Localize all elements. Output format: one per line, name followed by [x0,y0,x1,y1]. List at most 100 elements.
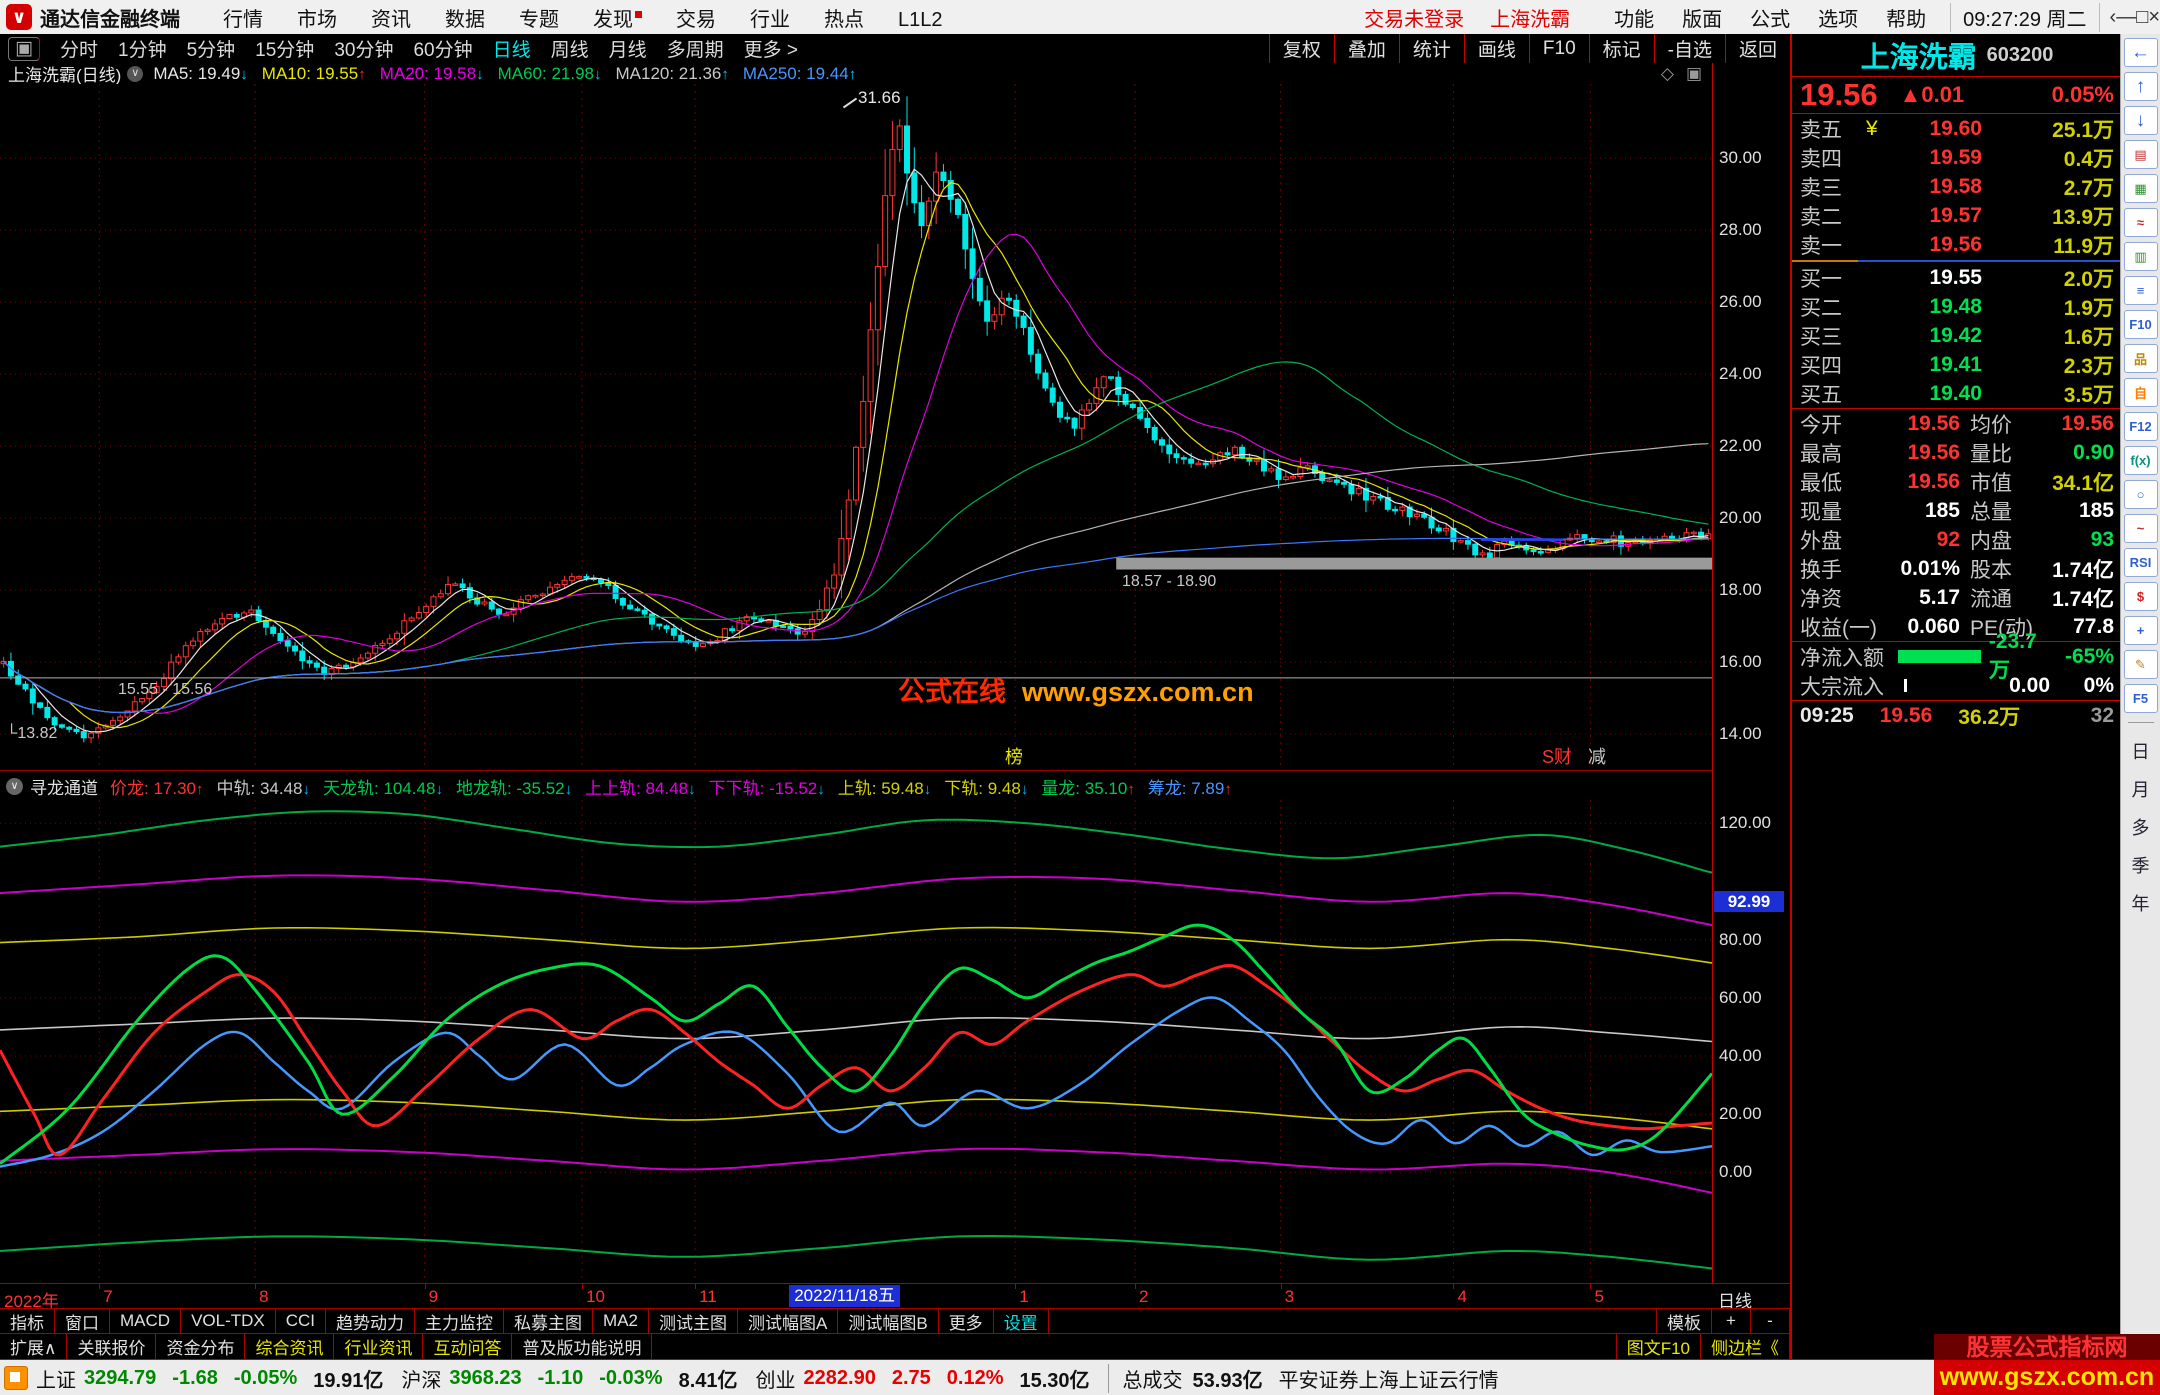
rsi-icon[interactable]: RSI [2123,548,2158,577]
index-quote-沪深[interactable]: 沪深 3968.23 -1.10 -0.03% 8.41亿 [401,1364,737,1393]
indicator-tab-CCI[interactable]: CCI [274,1309,327,1334]
back-icon[interactable]: ← [2123,38,2158,67]
index-quote-上证[interactable]: 上证 3294.79 -1.68 -0.05% 19.91亿 [36,1364,383,1393]
period-周线[interactable]: 周线 [550,40,589,61]
indicator-chart-svg[interactable] [0,800,1714,1283]
menu-item-功能[interactable]: 功能 [1614,8,1655,31]
radar-icon[interactable]: ○ [2123,480,2158,509]
extension-tab-行业资讯[interactable]: 行业资讯 [333,1334,424,1360]
zoom-out-button[interactable]: - [1750,1309,1790,1334]
indicator-tab-设置[interactable]: 设置 [992,1309,1049,1334]
menu-item-专题[interactable]: 专题 [519,8,559,31]
period-1分钟[interactable]: 1分钟 [118,40,167,61]
extension-tab-普及版功能说明[interactable]: 普及版功能说明 [511,1334,653,1360]
current-stock-shortcut[interactable]: 上海洗霸 [1490,8,1571,31]
scroll-down-icon[interactable]: ↓ [2123,106,2158,135]
menu-item-公式[interactable]: 公式 [1750,8,1791,31]
extension-tab-互动问答[interactable]: 互动问答 [422,1334,513,1360]
f5-icon[interactable]: F5 [2123,684,2158,713]
main-chart-svg[interactable] [0,84,1712,770]
toolbar-button-叠加[interactable]: 叠加 [1333,34,1399,63]
toolbar-button-标记[interactable]: 标记 [1588,34,1654,63]
period-分时[interactable]: 分时 [60,40,99,61]
quote-board-icon[interactable]: ▦ [2123,174,2158,203]
indicator-tab-MA2[interactable]: MA2 [592,1309,649,1334]
template-button[interactable]: 模板 [1656,1309,1712,1334]
period-30分钟[interactable]: 30分钟 [334,40,394,61]
extension-tab-综合资讯[interactable]: 综合资讯 [244,1334,335,1360]
zoom-in-button[interactable]: + [1711,1309,1751,1334]
period-多周期[interactable]: 多周期 [666,40,724,61]
main-candle-chart[interactable] [0,84,1712,770]
period-shortcut-年[interactable]: 年 [2131,894,2150,914]
indicator-tab-更多[interactable]: 更多 [937,1309,994,1334]
period-shortcut-季[interactable]: 季 [2131,856,2150,876]
sidebar-toggle-button[interactable]: 侧边栏《 [1700,1334,1790,1360]
login-status[interactable]: 交易未登录 [1364,8,1465,31]
menu-item-行业[interactable]: 行业 [750,8,790,31]
extension-tab-扩展∧[interactable]: 扩展∧ [0,1334,68,1360]
panel-icon[interactable]: ▣ [1685,63,1702,83]
period-月线[interactable]: 月线 [608,40,647,61]
menu-item-数据[interactable]: 数据 [445,8,485,31]
menu-item-帮助[interactable]: 帮助 [1886,8,1927,31]
indicator-tab-窗口[interactable]: 窗口 [54,1309,110,1334]
menu-item-L1L2[interactable]: L1L2 [898,8,943,31]
indicator-chart[interactable] [0,800,1714,1283]
finance-badge[interactable]: S财 [1542,747,1573,767]
wave-icon[interactable]: ~ [2123,514,2158,543]
reduce-badge[interactable]: 减 [1588,747,1606,767]
report-icon[interactable]: ▤ [2123,140,2158,169]
f10-icon[interactable]: F10 [2123,310,2158,339]
restore-icon[interactable]: □ [2136,5,2149,28]
menu-item-资讯[interactable]: 资讯 [371,8,411,31]
toolbar-button-返回[interactable]: 返回 [1724,34,1790,63]
indicator-tab-私募主图[interactable]: 私募主图 [503,1309,594,1334]
layout-switch-icon[interactable]: ▣ [8,36,40,61]
market-icon[interactable] [4,1366,28,1390]
f12-icon[interactable]: F12 [2123,412,2158,441]
period-shortcut-多[interactable]: 多 [2131,818,2150,838]
period-15分钟[interactable]: 15分钟 [255,40,315,61]
menu-item-版面[interactable]: 版面 [1682,8,1723,31]
kline-icon[interactable]: ▥ [2123,242,2158,271]
formula-icon[interactable]: f(x) [2123,446,2158,475]
diamond-icon[interactable]: ◇ [1660,63,1674,83]
trend-chart-icon[interactable]: ≈ [2123,208,2158,237]
date-axis[interactable]: 2022年 2022/11/18五 日线 7 8 9 10 11 1 2 3 4 5 [0,1283,1790,1311]
money-icon[interactable]: $ [2123,582,2158,611]
indicator-tab-指标[interactable]: 指标 [0,1309,55,1334]
move-icon[interactable]: + [2123,616,2158,645]
collapse-icon[interactable]: ∨ [127,65,144,82]
period-更多 >[interactable]: 更多 > [743,40,799,61]
graphic-f10-button[interactable]: 图文F10 [1615,1334,1701,1360]
indicator-collapse-icon[interactable]: ∨ [6,777,23,795]
close-icon[interactable]: × [2148,5,2160,28]
structure-icon[interactable]: 品 [2123,344,2158,373]
period-shortcut-日[interactable]: 日 [2131,742,2150,762]
menu-item-市场[interactable]: 市场 [297,8,337,31]
menu-item-行情[interactable]: 行情 [223,8,263,31]
period-60分钟[interactable]: 60分钟 [413,40,473,61]
menu-item-交易[interactable]: 交易 [676,8,716,31]
period-日线[interactable]: 日线 [492,40,531,61]
indicator-tab-测试主图[interactable]: 测试主图 [648,1309,738,1334]
period-5分钟[interactable]: 5分钟 [186,40,236,61]
back-icon[interactable]: ‹ [2109,5,2117,28]
period-shortcut-月[interactable]: 月 [2131,780,2150,800]
indicator-tab-MACD[interactable]: MACD [109,1309,182,1334]
toolbar-button-F10[interactable]: F10 [1528,34,1589,63]
index-quote-创业[interactable]: 创业 2282.90 2.75 0.12% 15.30亿 [756,1364,1090,1393]
menu-item-热点[interactable]: 热点 [824,8,864,31]
menu-item-选项[interactable]: 选项 [1818,8,1859,31]
menu-item-发现[interactable]: 发现 [593,9,642,31]
rank-badge[interactable]: 榜 [1005,747,1023,767]
indicator-tab-测试幅图A[interactable]: 测试幅图A [737,1309,839,1334]
extension-tab-资金分布[interactable]: 资金分布 [155,1334,246,1360]
extension-tab-关联报价[interactable]: 关联报价 [66,1334,157,1360]
indicator-tab-测试幅图B[interactable]: 测试幅图B [837,1309,939,1334]
scroll-up-icon[interactable]: ↑ [2123,72,2158,101]
toolbar-button-复权[interactable]: 复权 [1268,34,1334,63]
toolbar-button-画线[interactable]: 画线 [1463,34,1529,63]
news-icon[interactable]: ≡ [2123,276,2158,305]
